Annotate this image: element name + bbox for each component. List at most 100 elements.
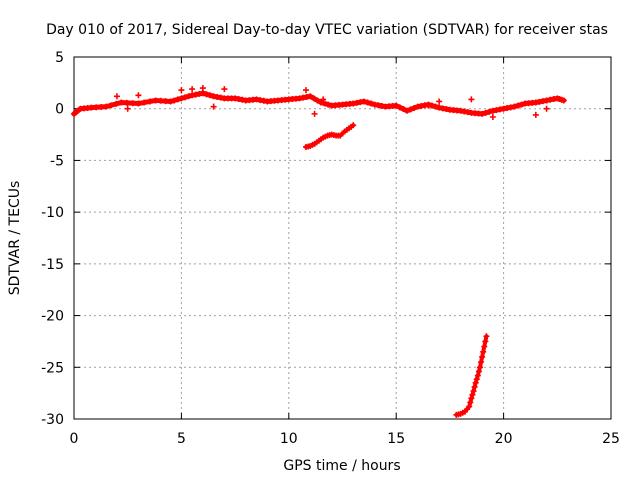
data-point bbox=[474, 372, 481, 379]
x-tick-label: 10 bbox=[280, 431, 298, 447]
data-point bbox=[178, 95, 185, 102]
data-point bbox=[152, 97, 159, 104]
data-point bbox=[88, 104, 95, 111]
data-point bbox=[425, 102, 432, 109]
y-tick-label: 0 bbox=[55, 102, 64, 118]
data-point bbox=[314, 97, 321, 104]
data-point bbox=[479, 353, 486, 360]
x-tick-label: 15 bbox=[387, 431, 405, 447]
data-point bbox=[207, 92, 214, 99]
data-point bbox=[482, 338, 489, 345]
data-point bbox=[141, 99, 148, 106]
data-point bbox=[210, 103, 217, 110]
data-point bbox=[560, 97, 567, 104]
data-point bbox=[466, 403, 473, 410]
data-point bbox=[400, 106, 407, 113]
data-point bbox=[436, 98, 443, 105]
data-point bbox=[393, 102, 400, 109]
data-point bbox=[174, 96, 181, 103]
data-point bbox=[162, 98, 169, 105]
data-point bbox=[167, 98, 174, 105]
data-point bbox=[479, 110, 486, 117]
data-point bbox=[368, 100, 375, 107]
data-points bbox=[71, 85, 567, 418]
y-tick-label: -30 bbox=[41, 412, 64, 428]
data-point bbox=[108, 102, 115, 109]
data-point bbox=[310, 95, 317, 102]
data-point bbox=[325, 101, 332, 108]
data-point bbox=[302, 87, 309, 94]
data-point bbox=[129, 100, 136, 107]
data-point bbox=[98, 103, 105, 110]
data-point bbox=[360, 98, 367, 105]
x-tick-label: 5 bbox=[177, 431, 186, 447]
data-point bbox=[93, 104, 100, 111]
data-point bbox=[113, 93, 120, 100]
data-point bbox=[473, 376, 480, 383]
data-point bbox=[189, 86, 196, 93]
data-point bbox=[468, 96, 475, 103]
y-tick-label: 5 bbox=[55, 50, 64, 66]
data-point bbox=[185, 93, 192, 100]
data-point bbox=[407, 106, 414, 113]
data-point bbox=[311, 110, 318, 117]
data-point bbox=[467, 399, 474, 406]
data-point bbox=[135, 92, 142, 99]
data-point bbox=[411, 105, 418, 112]
data-point bbox=[178, 87, 185, 94]
data-point bbox=[124, 105, 131, 112]
data-point bbox=[350, 122, 357, 129]
data-point bbox=[468, 395, 475, 402]
x-tick-label: 0 bbox=[70, 431, 79, 447]
data-point bbox=[396, 104, 403, 111]
data-point bbox=[489, 113, 496, 120]
y-tick-label: -15 bbox=[41, 257, 64, 273]
data-point bbox=[403, 107, 410, 114]
data-point bbox=[432, 103, 439, 110]
data-point bbox=[364, 99, 371, 106]
data-point bbox=[469, 391, 476, 398]
data-point bbox=[181, 94, 188, 101]
y-tick-labels: 5 0 -5 -10 -15 -20 -25 -30 bbox=[41, 50, 64, 428]
y-tick-label: -10 bbox=[41, 205, 64, 221]
data-point bbox=[478, 359, 485, 366]
data-point bbox=[543, 105, 550, 112]
data-point bbox=[157, 97, 164, 104]
data-point bbox=[480, 348, 487, 355]
data-point bbox=[135, 100, 142, 107]
data-point bbox=[486, 108, 493, 115]
data-point bbox=[199, 90, 206, 97]
data-point bbox=[532, 111, 539, 118]
data-point bbox=[483, 333, 490, 340]
data-point bbox=[470, 388, 477, 395]
x-tick-labels: 0 5 10 15 20 25 bbox=[70, 431, 620, 447]
chart-title: Day 010 of 2017, Sidereal Day-to-day VTE… bbox=[46, 22, 608, 38]
data-point bbox=[476, 364, 483, 371]
y-axis-label: SDTVAR / TECUs bbox=[7, 181, 23, 296]
data-point bbox=[221, 86, 228, 93]
x-axis-label: GPS time / hours bbox=[283, 458, 400, 474]
data-point bbox=[118, 99, 125, 106]
data-point bbox=[320, 96, 327, 103]
data-point bbox=[518, 101, 525, 108]
y-tick-label: -25 bbox=[41, 360, 64, 376]
data-point bbox=[113, 100, 120, 107]
data-point bbox=[123, 99, 130, 106]
data-point bbox=[103, 103, 110, 110]
x-tick-label: 20 bbox=[495, 431, 513, 447]
data-point bbox=[146, 98, 153, 105]
data-point bbox=[514, 102, 521, 109]
data-point bbox=[171, 97, 178, 104]
data-point bbox=[199, 85, 206, 92]
data-point bbox=[482, 109, 489, 116]
data-point bbox=[471, 383, 478, 390]
grid-lines bbox=[74, 57, 611, 419]
axis-ticks bbox=[73, 56, 612, 420]
plot-frame bbox=[73, 56, 612, 420]
data-point bbox=[318, 99, 325, 106]
data-point bbox=[321, 100, 328, 107]
data-point bbox=[472, 379, 479, 386]
data-point bbox=[203, 91, 210, 98]
